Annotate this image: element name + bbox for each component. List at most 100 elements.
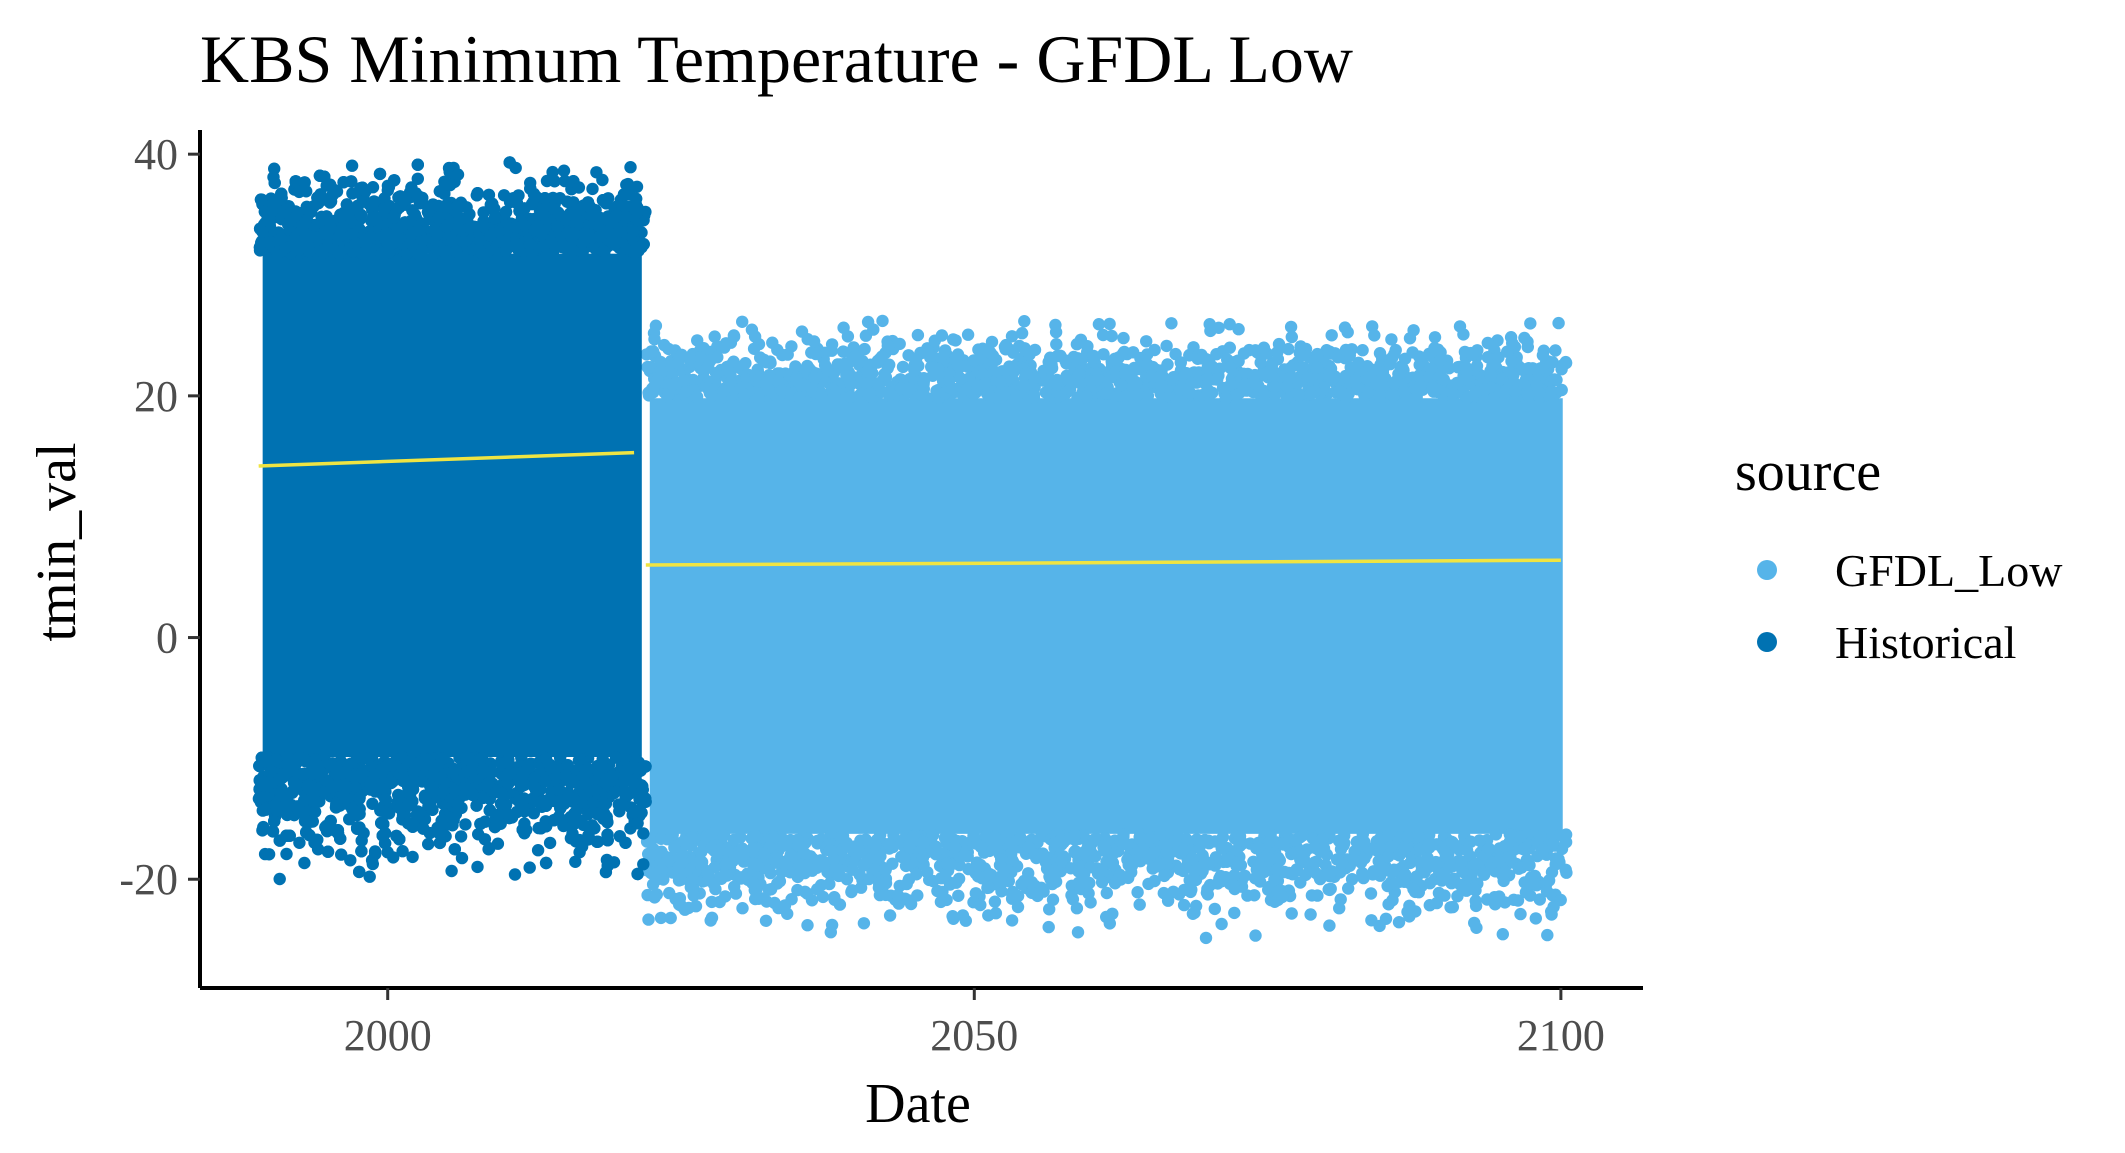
data-point — [828, 893, 841, 906]
data-point — [927, 874, 940, 888]
data-point — [1013, 833, 1026, 846]
data-point — [1294, 876, 1307, 889]
data-point — [1264, 853, 1277, 866]
data-point — [1018, 315, 1031, 328]
data-point — [1507, 368, 1520, 382]
data-point — [938, 831, 952, 845]
data-point — [985, 335, 999, 349]
data-point — [547, 814, 561, 827]
data-point — [402, 817, 415, 830]
data-point — [298, 794, 311, 807]
data-point — [1027, 391, 1041, 404]
data-point — [1454, 878, 1467, 891]
data-point — [1503, 835, 1517, 848]
data-point — [1323, 883, 1336, 897]
data-point — [876, 314, 889, 328]
data-point — [1529, 912, 1543, 925]
data-point — [1426, 380, 1440, 394]
data-point — [961, 328, 975, 341]
data-point — [879, 863, 892, 877]
data-point — [1422, 860, 1436, 874]
data-point — [1199, 931, 1213, 945]
data-point — [280, 847, 293, 861]
data-point — [1239, 378, 1252, 391]
data-point — [952, 889, 965, 902]
data-point — [896, 360, 910, 374]
data-point — [1437, 869, 1451, 882]
data-point — [361, 752, 375, 765]
data-point — [673, 892, 687, 905]
data-point — [1066, 893, 1080, 906]
data-point — [762, 883, 776, 896]
data-point — [705, 389, 718, 402]
data-point — [1409, 905, 1422, 918]
data-point — [1382, 850, 1395, 863]
data-point — [840, 370, 854, 383]
data-point — [561, 195, 574, 208]
data-point — [1268, 380, 1281, 394]
data-point — [677, 835, 690, 848]
data-point — [790, 373, 803, 386]
data-point — [500, 756, 513, 769]
data-point — [984, 346, 997, 359]
data-point — [1309, 866, 1323, 880]
data-point — [881, 339, 894, 352]
data-point — [1223, 361, 1237, 374]
data-point — [805, 346, 818, 359]
data-point — [911, 328, 925, 342]
data-point — [1178, 883, 1191, 897]
data-point — [909, 354, 923, 367]
data-point — [1409, 885, 1422, 899]
data-point — [1097, 348, 1110, 361]
data-point — [883, 909, 897, 922]
data-point — [1202, 834, 1215, 847]
chart-title: KBS Minimum Temperature - GFDL Low — [200, 21, 1354, 97]
data-point — [1489, 828, 1503, 841]
data-point — [707, 877, 720, 891]
data-point — [883, 837, 896, 851]
data-point — [801, 887, 814, 900]
data-point — [619, 836, 632, 849]
data-point — [1036, 847, 1050, 860]
data-point — [1167, 371, 1180, 384]
data-point — [781, 348, 794, 361]
data-point — [1251, 841, 1265, 854]
data-point — [1195, 352, 1208, 365]
data-point — [256, 824, 269, 837]
data-point — [1397, 385, 1411, 398]
data-point — [923, 349, 936, 362]
data-point — [777, 839, 790, 852]
data-point — [1446, 387, 1460, 400]
data-point — [1304, 908, 1317, 921]
data-point — [648, 333, 661, 346]
data-point — [1522, 389, 1535, 402]
data-point — [1534, 830, 1547, 843]
data-point — [1073, 376, 1087, 390]
data-point — [747, 342, 761, 355]
data-point — [903, 382, 917, 396]
data-point — [1017, 379, 1030, 392]
data-point — [415, 775, 429, 788]
data-point — [867, 323, 880, 336]
data-point — [1410, 871, 1423, 884]
data-point — [1047, 867, 1061, 881]
data-point — [664, 911, 677, 925]
data-point — [1505, 355, 1518, 368]
data-point — [1423, 877, 1437, 890]
data-point — [1045, 361, 1059, 375]
data-point — [1068, 846, 1082, 859]
data-point — [687, 889, 700, 902]
data-point — [351, 822, 364, 835]
data-point — [759, 914, 773, 927]
data-point — [859, 833, 872, 846]
data-point — [747, 876, 760, 890]
data-point — [321, 845, 335, 858]
data-point — [823, 844, 837, 857]
data-point — [1404, 856, 1417, 870]
data-point — [1536, 349, 1550, 362]
data-point — [729, 887, 743, 900]
data-point — [801, 333, 814, 346]
data-point — [694, 855, 707, 868]
data-point — [950, 876, 963, 889]
data-point — [1428, 331, 1442, 344]
